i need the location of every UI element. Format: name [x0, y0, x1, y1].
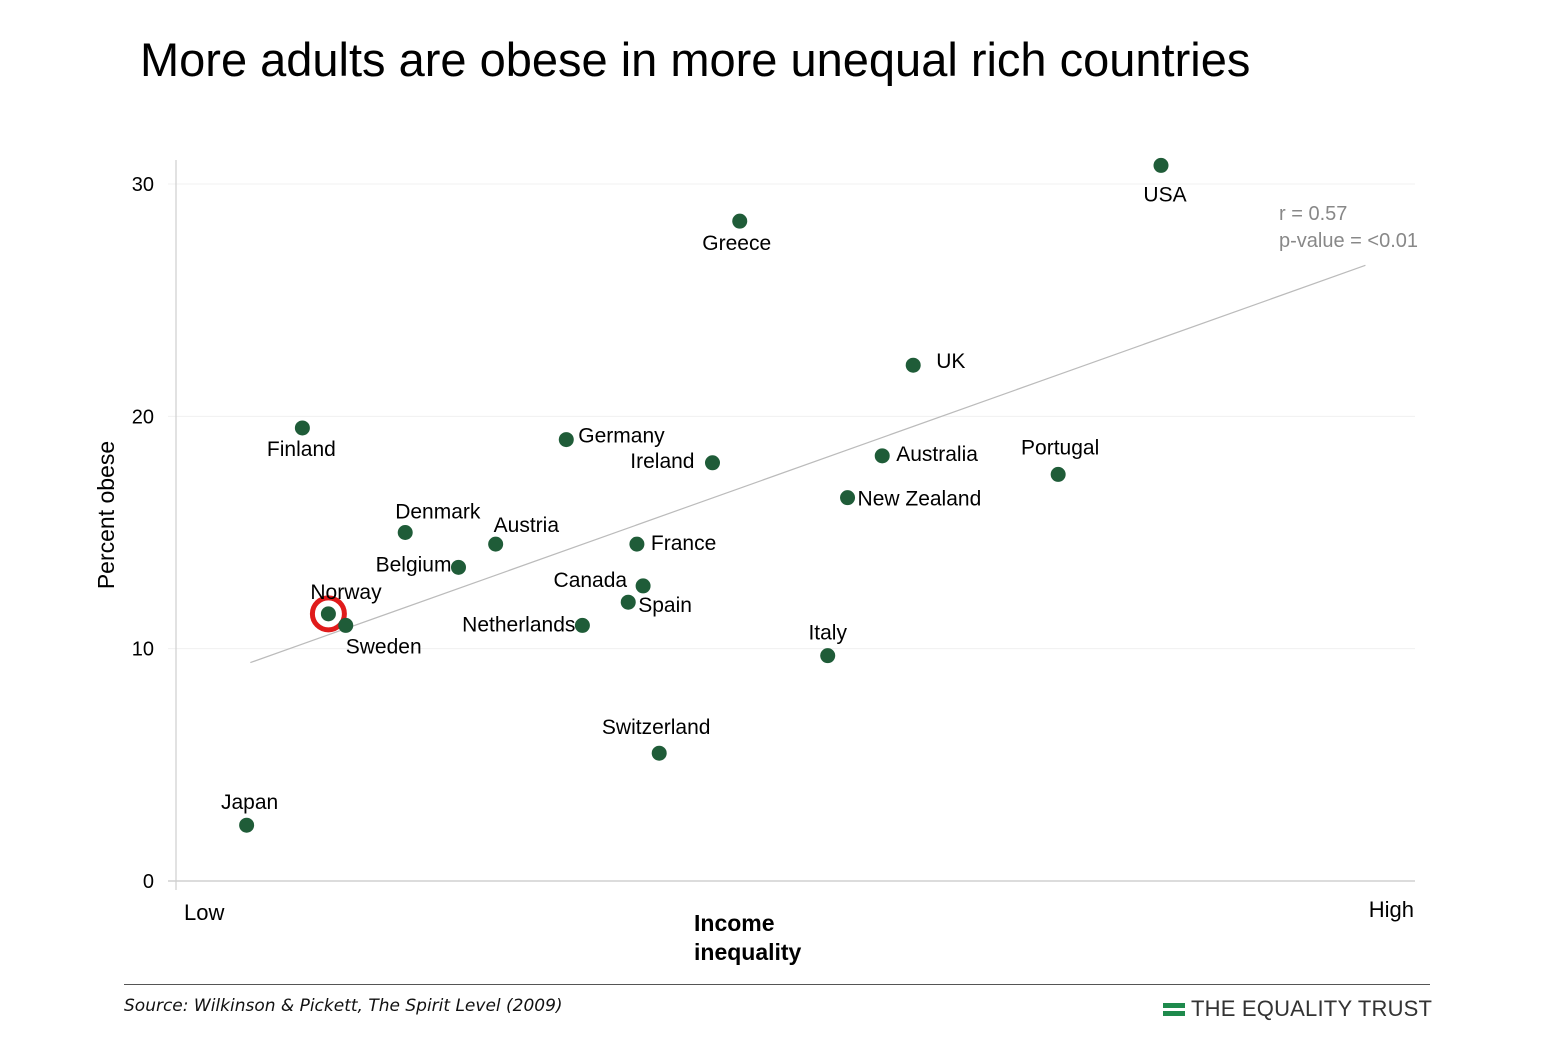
point-netherlands — [574, 617, 590, 633]
point-finland — [294, 420, 310, 436]
point-germany — [558, 432, 574, 448]
source-citation: Source: Wilkinson & Pickett, The Spirit … — [124, 996, 563, 1016]
point-ireland — [704, 455, 720, 471]
point-label-italy: Italy — [808, 622, 847, 645]
point-label-japan: Japan — [221, 791, 278, 814]
footer-divider — [124, 984, 1430, 985]
point-label-ireland: Ireland — [630, 450, 694, 473]
point-france — [629, 536, 645, 552]
point-label-canada: Canada — [554, 569, 628, 592]
point-label-usa: USA — [1143, 183, 1186, 206]
point-label-norway: Norway — [310, 581, 382, 604]
x-tick-label-high: High — [1369, 897, 1414, 922]
y-tick-labels: 0 10 20 30 — [132, 174, 154, 893]
grid-lines — [168, 183, 1415, 882]
point-greece — [732, 213, 748, 229]
point-australia — [874, 448, 890, 464]
trend-line — [250, 264, 1366, 664]
point-label-finland: Finland — [267, 438, 336, 461]
point-label-germany: Germany — [578, 425, 665, 448]
brand-logo: THE EQUALITY TRUST — [1163, 996, 1432, 1022]
point-label-uk: UK — [936, 350, 965, 373]
point-label-denmark: Denmark — [395, 501, 481, 524]
point-sweden — [338, 617, 354, 633]
brand-name: THE EQUALITY TRUST — [1191, 996, 1433, 1021]
point-label-sweden: Sweden — [346, 635, 422, 658]
point-label-australia: Australia — [896, 443, 978, 466]
point-canada — [635, 578, 651, 594]
y-tick-label-10: 10 — [132, 639, 154, 661]
point-label-france: France — [651, 532, 716, 555]
x-tick-label-low: Low — [184, 900, 224, 925]
point-denmark — [397, 525, 413, 540]
point-italy — [820, 648, 836, 664]
point-belgium — [450, 559, 466, 575]
y-tick-label-30: 30 — [132, 174, 154, 196]
page-title: More adults are obese in more unequal ri… — [140, 33, 1251, 86]
y-axis-label: Percent obese — [93, 441, 119, 589]
correlation-annotation: r = 0.57 — [1279, 203, 1347, 225]
point-switzerland — [651, 745, 667, 761]
point-label-new-zealand: New Zealand — [858, 488, 982, 511]
y-tick-label-0: 0 — [143, 871, 154, 893]
point-portugal — [1050, 466, 1066, 482]
equality-trust-logo-icon — [1163, 1002, 1185, 1016]
point-japan — [239, 817, 255, 833]
point-usa — [1153, 157, 1169, 173]
point-new-zealand — [840, 490, 856, 506]
point-austria — [488, 536, 504, 552]
point-label-austria: Austria — [494, 514, 560, 537]
point-norway — [320, 606, 336, 622]
x-axis-label: Income inequality — [694, 910, 802, 965]
point-label-greece: Greece — [702, 232, 771, 255]
point-label-spain: Spain — [638, 594, 692, 617]
point-spain — [620, 594, 636, 610]
y-tick-label-20: 20 — [132, 406, 154, 428]
highlight-ring-norway — [309, 595, 347, 633]
point-label-switzerland: Switzerland — [602, 716, 711, 739]
data-points — [239, 157, 1169, 833]
point-uk — [905, 357, 921, 373]
point-label-netherlands: Netherlands — [462, 613, 575, 636]
point-label-belgium: Belgium — [376, 553, 452, 576]
p-value-annotation: p-value = <0.01 — [1279, 230, 1418, 252]
point-label-portugal: Portugal — [1021, 436, 1099, 459]
